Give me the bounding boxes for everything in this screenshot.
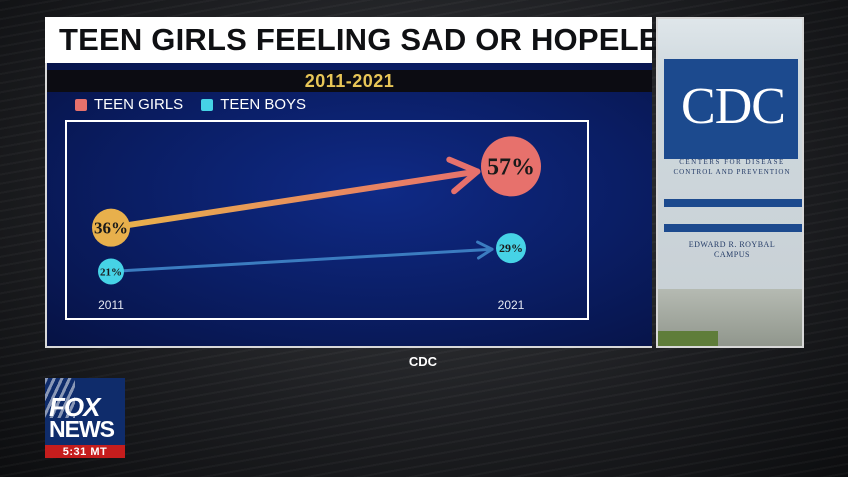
- x-tick-label-2021: 2021: [498, 298, 525, 312]
- source-label: CDC: [408, 354, 438, 369]
- x-tick-label-2011: 2011: [98, 298, 124, 312]
- logo-stripes: [45, 378, 75, 418]
- legend-swatch-boys: [201, 98, 214, 111]
- legend-label-girls: TEEN GIRLS: [94, 96, 184, 113]
- cdc-sign-photo: CDC CENTERS FOR DISEASE CONTROL AND PREV…: [656, 17, 804, 348]
- data-label-boys-2021: 29%: [499, 241, 523, 255]
- legend: TEEN GIRLS TEEN BOYS: [75, 96, 306, 113]
- legend-item-girls: TEEN GIRLS: [75, 96, 183, 113]
- series-line-boys: [122, 247, 494, 273]
- logo-news-text: NEWS: [49, 416, 115, 442]
- data-point-boys-2011: [98, 258, 124, 285]
- data-label-boys-2011: 21%: [100, 266, 122, 278]
- sign-stripe: [664, 224, 802, 232]
- subtitle-band: 2011-2021: [47, 70, 652, 92]
- series-arrowhead-girls: [446, 156, 481, 195]
- chart-panel: 2011-2021 TEEN GIRLS TEEN BOYS: [45, 63, 652, 348]
- sign-line-4: CAMPUS: [714, 250, 750, 259]
- line-chart: 36% 57% 21% 29% 2011 2021: [92, 136, 541, 312]
- legend-item-boys: TEEN BOYS: [201, 96, 306, 113]
- cdc-logo-text: CDC: [681, 78, 786, 135]
- series-line-girls: [126, 168, 481, 228]
- fox-news-logo: FOX NEWS: [45, 378, 125, 458]
- sign-panel: [664, 59, 798, 159]
- logo-fox-text: FOX: [49, 392, 100, 422]
- grass: [658, 331, 718, 346]
- series-arrowhead-boys: [476, 240, 494, 260]
- chart-subtitle: 2011-2021: [304, 70, 395, 91]
- data-label-girls-2021: 57%: [487, 154, 535, 180]
- data-point-girls-2011: [92, 208, 130, 247]
- data-point-boys-2021: [496, 233, 526, 264]
- sign-stripe: [664, 199, 802, 207]
- data-label-girls-2011: 36%: [94, 219, 128, 238]
- headline-bar: TEEN GIRLS FEELING SAD OR HOPELESS: [45, 17, 701, 63]
- data-point-girls-2021: [481, 136, 541, 197]
- sign-line-2: CONTROL AND PREVENTION: [673, 168, 791, 176]
- sign-line-3: EDWARD R. ROYBAL: [688, 240, 776, 249]
- plot-frame: [65, 120, 589, 320]
- legend-label-boys: TEEN BOYS: [220, 96, 307, 113]
- sign-line-1: CENTERS FOR DISEASE: [679, 158, 785, 166]
- headline: TEEN GIRLS FEELING SAD OR HOPELESS: [59, 22, 702, 57]
- legend-swatch-girls: [75, 98, 87, 111]
- time-display: 5:31 MT: [45, 445, 125, 458]
